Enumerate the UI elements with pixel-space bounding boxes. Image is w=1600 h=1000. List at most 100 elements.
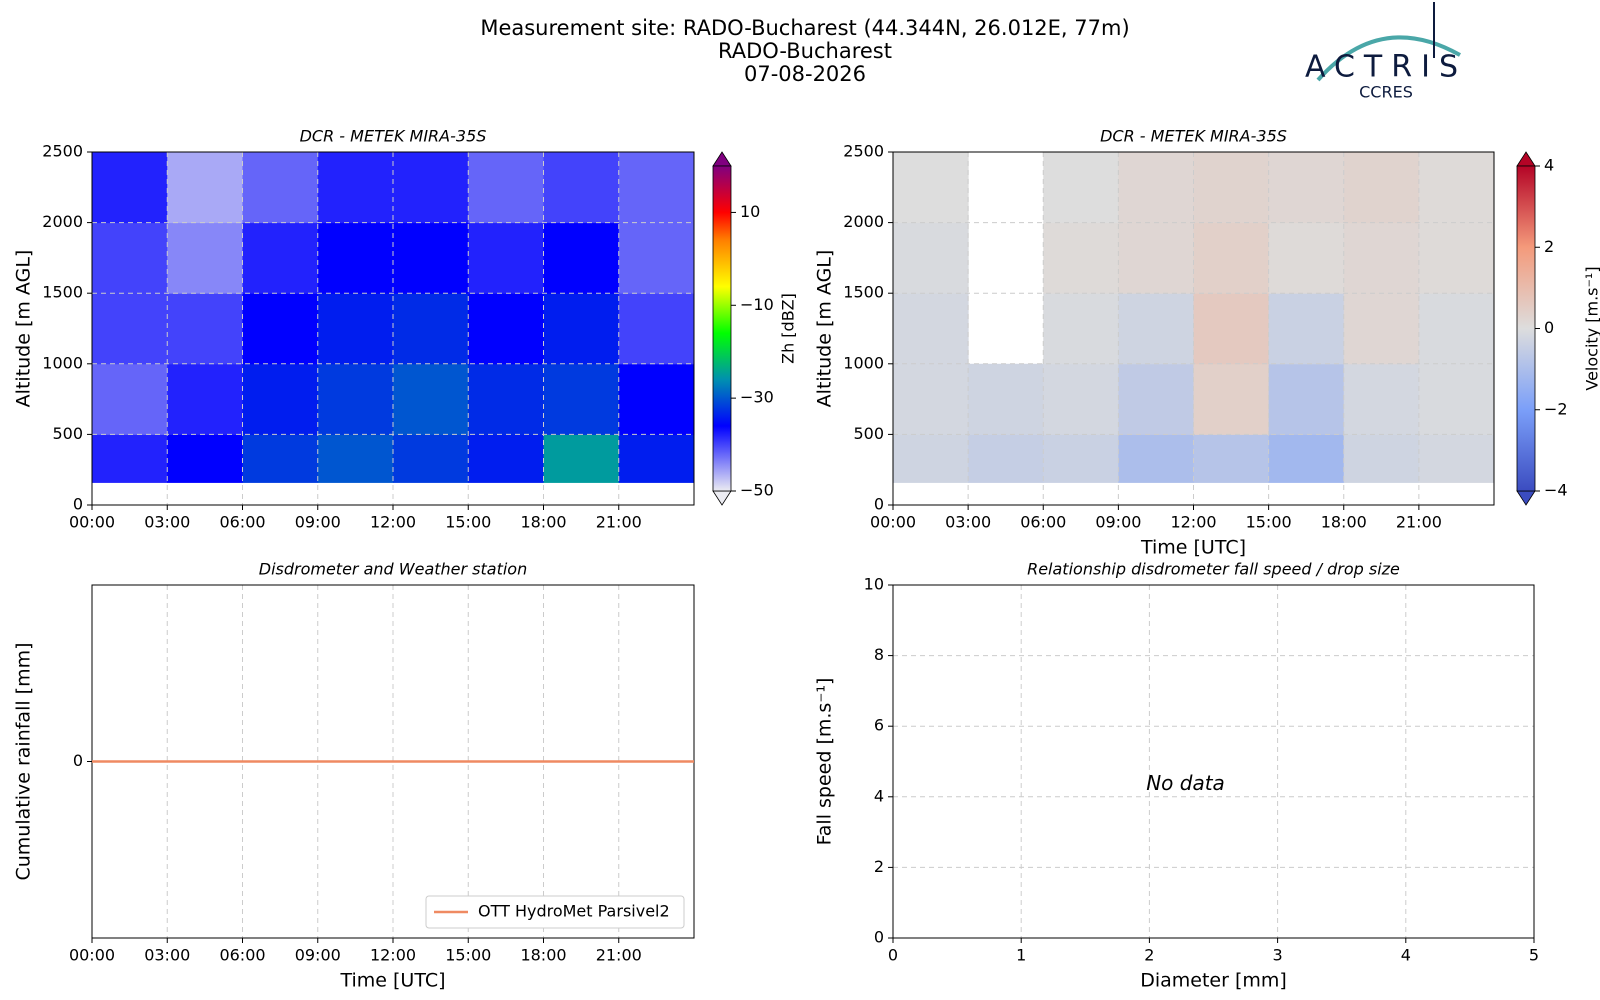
heatmap-cell: [1418, 222, 1495, 294]
x-tick-label: 00:00: [69, 946, 115, 965]
x-tick-label: 4: [1401, 946, 1411, 965]
x-tick-label: 21:00: [596, 946, 642, 965]
y-axis-label: Fall speed [m.s⁻¹]: [814, 678, 836, 846]
heatmap-cell: [1343, 152, 1420, 224]
heatmap-cell: [1118, 222, 1194, 294]
heatmap-cell: [1043, 434, 1119, 483]
x-tick-label: 09:00: [295, 946, 341, 965]
colorbar-tick-label: −4: [1544, 481, 1568, 500]
heatmap-cell: [618, 293, 695, 365]
x-tick-label: 21:00: [596, 513, 642, 532]
logo: ACTRIS CCRES: [1305, 2, 1461, 102]
heatmap-cell: [468, 222, 544, 294]
heatmap-cell: [167, 363, 243, 435]
heatmap-cell: [393, 293, 469, 365]
heatmap-cell: [893, 434, 969, 483]
heatmap-cell: [543, 434, 620, 483]
heatmap-cell: [1118, 152, 1194, 224]
y-tick-label: 0: [874, 928, 884, 947]
y-tick-label: 1000: [843, 353, 884, 372]
heatmap-cell: [1043, 293, 1119, 365]
heatmap-cell: [92, 152, 168, 224]
panel: Disdrometer and Weather station 00:00 03:0…: [13, 560, 695, 992]
y-tick-label: 0: [874, 495, 884, 514]
y-tick-label: 2000: [42, 212, 83, 231]
colorbar-label: Zh [dBZ]: [779, 293, 798, 364]
heatmap-cell: [167, 293, 243, 365]
heatmap-cell: [893, 152, 969, 224]
heatmap-cell: [1193, 434, 1270, 483]
heatmap-cell: [968, 363, 1044, 435]
y-tick-label: 6: [874, 716, 884, 735]
heatmap-cell: [468, 363, 544, 435]
heatmap-cell: [893, 222, 969, 294]
colorbar-extend: [712, 490, 732, 506]
heatmap-cell: [1118, 434, 1194, 483]
y-axis-label: Altitude [m AGL]: [13, 250, 35, 408]
x-tick-label: 2: [1144, 946, 1154, 965]
colorbar: [1516, 165, 1536, 492]
x-tick-label: 15:00: [445, 946, 491, 965]
heatmap-cell: [1343, 363, 1420, 435]
legend-label: OTT HydroMet Parsivel2: [478, 902, 670, 921]
heatmap-cell: [893, 363, 969, 435]
y-tick-label: 500: [853, 424, 884, 443]
colorbar-tick-label: 10: [740, 202, 760, 221]
colorbar-tick-label: 2: [1544, 237, 1554, 256]
heatmap-cell: [393, 434, 469, 483]
logo-sub: CCRES: [1359, 83, 1413, 102]
heatmap-cell: [1043, 363, 1119, 435]
heatmap-cell: [1193, 293, 1270, 365]
x-axis-label: Time [UTC]: [1140, 537, 1246, 559]
legend: OTT HydroMet Parsivel2: [425, 895, 685, 929]
colorbar-extend: [1516, 151, 1536, 167]
colorbar-tick-label: 4: [1544, 156, 1554, 175]
heatmap-cell: [317, 363, 394, 435]
heatmap-cell: [242, 363, 319, 435]
heatmap-cell: [92, 363, 168, 435]
heatmap-cell: [543, 222, 620, 294]
panel-title: Relationship disdrometer fall speed / dr…: [1027, 560, 1400, 579]
heatmap-cell: [618, 152, 695, 224]
x-tick-label: 00:00: [870, 513, 916, 532]
y-tick-label: 0: [73, 751, 83, 770]
heatmap-cell: [468, 434, 544, 483]
heatmap-cell: [1193, 363, 1270, 435]
heatmap-cell: [1268, 222, 1345, 294]
y-axis-label: Altitude [m AGL]: [814, 250, 836, 408]
heatmap-cell: [468, 293, 544, 365]
heatmap-cell: [242, 434, 319, 483]
x-tick-label: 18:00: [520, 513, 566, 532]
x-tick-label: 3: [1273, 946, 1283, 965]
heatmap-cell: [1418, 152, 1495, 224]
panel: Relationship disdrometer fall speed / dr…: [814, 560, 1540, 992]
heatmap-cell: [393, 152, 469, 224]
x-tick-label: 06:00: [219, 513, 265, 532]
heatmap-cell: [92, 293, 168, 365]
heatmap-cell: [618, 363, 695, 435]
heatmap-cell: [1343, 293, 1420, 365]
x-tick-label: 15:00: [1246, 513, 1292, 532]
x-tick-label: 18:00: [520, 946, 566, 965]
colorbar-label: Velocity [m.s⁻¹]: [1583, 266, 1600, 390]
x-tick-label: 03:00: [945, 513, 991, 532]
heatmap-cell: [968, 434, 1044, 483]
heatmap-cell: [167, 152, 243, 224]
panel: DCR - METEK MIRA-35S 00:00 03:00 06:00 09:00…: [814, 127, 1600, 559]
x-tick-label: 09:00: [1095, 513, 1141, 532]
heatmap-cell: [167, 222, 243, 294]
header-subtitle: RADO-Bucharest: [718, 39, 892, 63]
colorbar-tick-label: 0: [1544, 318, 1554, 337]
x-tick-label: 12:00: [370, 946, 416, 965]
header-title: Measurement site: RADO-Bucharest (44.344…: [480, 16, 1129, 40]
heatmap-cell: [468, 152, 544, 224]
y-tick-label: 2500: [42, 142, 83, 161]
x-tick-label: 0: [888, 946, 898, 965]
heatmap-cell: [1118, 363, 1194, 435]
x-tick-label: 00:00: [69, 513, 115, 532]
heatmap-cell: [543, 363, 620, 435]
x-tick-label: 18:00: [1321, 513, 1367, 532]
heatmap-cell: [618, 434, 695, 483]
x-axis-label: Diameter [mm]: [1140, 970, 1287, 992]
